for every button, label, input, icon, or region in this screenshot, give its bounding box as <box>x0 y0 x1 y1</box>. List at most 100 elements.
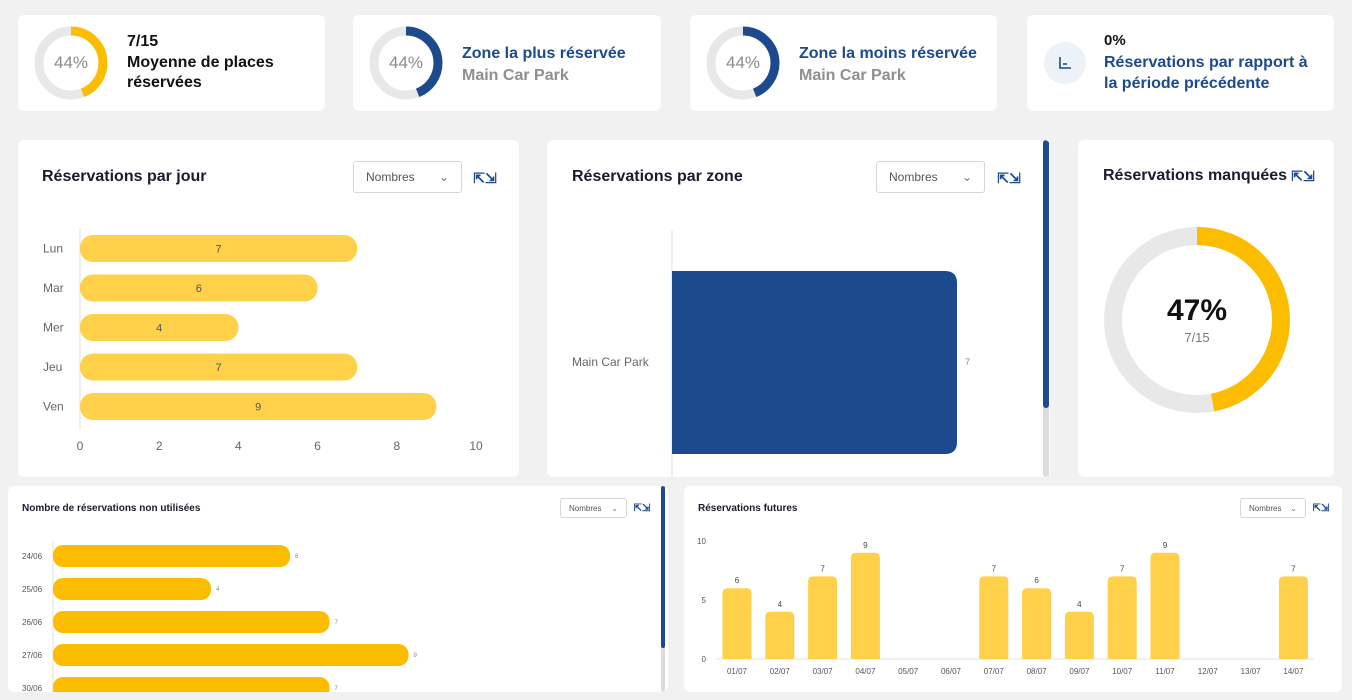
kpi-ring: 44% <box>369 26 443 100</box>
x-tick-label: 07/07 <box>984 667 1005 676</box>
data-label: 7 <box>216 362 222 374</box>
kpi-percent: 44% <box>725 53 761 72</box>
y-tick-label: 5 <box>702 596 707 605</box>
chart-future-reservations: 0 5 10 6 01/07 4 02/07 7 03/07 9 04/07 05/07 06/07 7 0… <box>697 537 1314 676</box>
y-tick-label: Ven <box>43 400 64 414</box>
x-tick-label: 14/07 <box>1283 667 1304 676</box>
kpi-ring-svg <box>706 26 780 100</box>
kpi-card-most-booked-zone: 44% Zone la plus réservée Main Car Park <box>353 15 661 111</box>
bar <box>1107 576 1137 659</box>
expand-icon[interactable]: ⇱⇲ <box>1291 167 1315 184</box>
ring-arc <box>34 26 108 100</box>
kpi-label-line2: la période précédente <box>1104 75 1270 92</box>
chart-reservations-per-day: Lun 7 Mar 6 Mer 4 Jeu 7 Ven 9 0 2 4 6 8 10 <box>43 228 483 453</box>
kpi-title: Zone la plus réservée <box>462 45 626 62</box>
y-tick-label: 25/06 <box>22 585 43 594</box>
metric-select-value: Nombres <box>569 503 602 513</box>
data-label: 7 <box>335 686 339 692</box>
kpi-ring: 44% <box>34 26 108 100</box>
chart-axis-icon <box>1044 42 1086 84</box>
expand-icon[interactable]: ⇱⇲ <box>473 169 497 186</box>
data-label: 4 <box>156 323 162 335</box>
card-future-reservations: Réservations futures Nombres ⌄ ⇱⇲ 0 5 10 6 0… <box>684 486 1342 692</box>
bar <box>80 393 437 420</box>
y-tick-label: Jeu <box>43 360 62 374</box>
kpi-percent: 44% <box>388 53 424 72</box>
scrollbar-thumb[interactable] <box>1043 140 1049 408</box>
y-tick-label: 24/06 <box>22 552 43 561</box>
data-label: 7 <box>1120 564 1125 573</box>
expand-icon[interactable]: ⇱⇲ <box>997 169 1021 186</box>
data-label: 4 <box>778 600 783 609</box>
bar <box>1022 588 1052 659</box>
card-reservations-per-zone: Réservations par zone Nombres ⌄ ⇱⇲ Main … <box>547 140 1050 477</box>
ring-arc <box>706 26 780 100</box>
metric-select[interactable]: Nombres ⌄ <box>876 161 985 193</box>
x-tick-label: 2 <box>156 439 163 453</box>
donut-center-value: 47% <box>1167 294 1227 327</box>
chart-missed-reservations: 47% 7/15 <box>1104 227 1290 413</box>
data-label: 7 <box>992 564 997 573</box>
ring-arc <box>369 26 443 100</box>
kpi-percent: 44% <box>53 53 89 72</box>
chart-title: Réservations par jour <box>42 168 207 185</box>
bar <box>979 576 1009 659</box>
chevron-down-icon: ⌄ <box>611 503 618 513</box>
chart-reservations-per-zone: Main Car Park 7 <box>572 230 970 477</box>
kpi-ring: 44% <box>706 26 780 100</box>
x-tick-label: 10 <box>469 439 483 453</box>
kpi-label-line1: Réservations par rapport à <box>1104 54 1308 71</box>
chart-unused-reservations: 24/06 6 25/06 4 26/06 7 27/06 9 30/06 7 <box>22 541 418 692</box>
bar <box>765 611 795 659</box>
metric-select-value: Nombres <box>366 170 415 184</box>
x-tick-label: 05/07 <box>898 667 919 676</box>
kpi-ring-svg <box>369 26 443 100</box>
x-tick-label: 11/07 <box>1155 667 1175 676</box>
bar <box>80 235 358 262</box>
bar <box>53 611 330 633</box>
kpi-label-line2: réservées <box>127 74 202 91</box>
data-label: 7 <box>216 244 222 256</box>
y-tick-label: Lun <box>43 242 63 256</box>
scrollbar-thumb[interactable] <box>661 486 665 648</box>
data-label: 7 <box>965 357 970 367</box>
data-label: 4 <box>1077 600 1082 609</box>
y-tick-label: 30/06 <box>22 684 43 692</box>
metric-select[interactable]: Nombres ⌄ <box>1240 498 1306 518</box>
chart-axis-icon-svg <box>1059 57 1071 69</box>
metric-select-value: Nombres <box>889 170 938 184</box>
chart-title: Réservations par zone <box>572 168 743 185</box>
kpi-value: 0% <box>1104 32 1126 49</box>
x-tick-label: 08/07 <box>1027 667 1048 676</box>
data-label: 4 <box>216 587 220 593</box>
data-label: 9 <box>414 653 418 659</box>
card-missed-reservations: Réservations manquées ⇱⇲ 47% 7/15 <box>1078 140 1334 477</box>
bar <box>1278 576 1308 659</box>
y-tick-label: Main Car Park <box>572 355 650 369</box>
x-tick-label: 02/07 <box>770 667 791 676</box>
data-label: 7 <box>335 620 339 626</box>
y-tick-label: 0 <box>702 655 707 664</box>
x-tick-label: 09/07 <box>1069 667 1090 676</box>
expand-icon[interactable]: ⇱⇲ <box>1312 502 1330 514</box>
donut-center-sub: 7/15 <box>1184 330 1209 345</box>
metric-select[interactable]: Nombres ⌄ <box>353 161 462 193</box>
card-unused-reservations: Nombre de réservations non utilisées Nom… <box>8 486 668 692</box>
data-label: 9 <box>255 402 261 414</box>
chevron-down-icon: ⌄ <box>1290 503 1297 513</box>
x-tick-label: 04/07 <box>855 667 876 676</box>
expand-icon[interactable]: ⇱⇲ <box>633 502 651 514</box>
donut-slice <box>1104 227 1290 413</box>
x-tick-label: 10/07 <box>1112 667 1133 676</box>
x-tick-label: 0 <box>77 439 84 453</box>
metric-select[interactable]: Nombres ⌄ <box>560 498 627 518</box>
y-tick-label: Mar <box>43 281 64 295</box>
data-label: 6 <box>196 283 202 295</box>
bar <box>1150 552 1180 659</box>
y-tick-label: 26/06 <box>22 618 43 627</box>
bar <box>808 576 838 659</box>
bar <box>850 552 880 659</box>
y-tick-label: 27/06 <box>22 651 43 660</box>
bar <box>80 274 318 302</box>
data-label: 6 <box>735 576 740 585</box>
